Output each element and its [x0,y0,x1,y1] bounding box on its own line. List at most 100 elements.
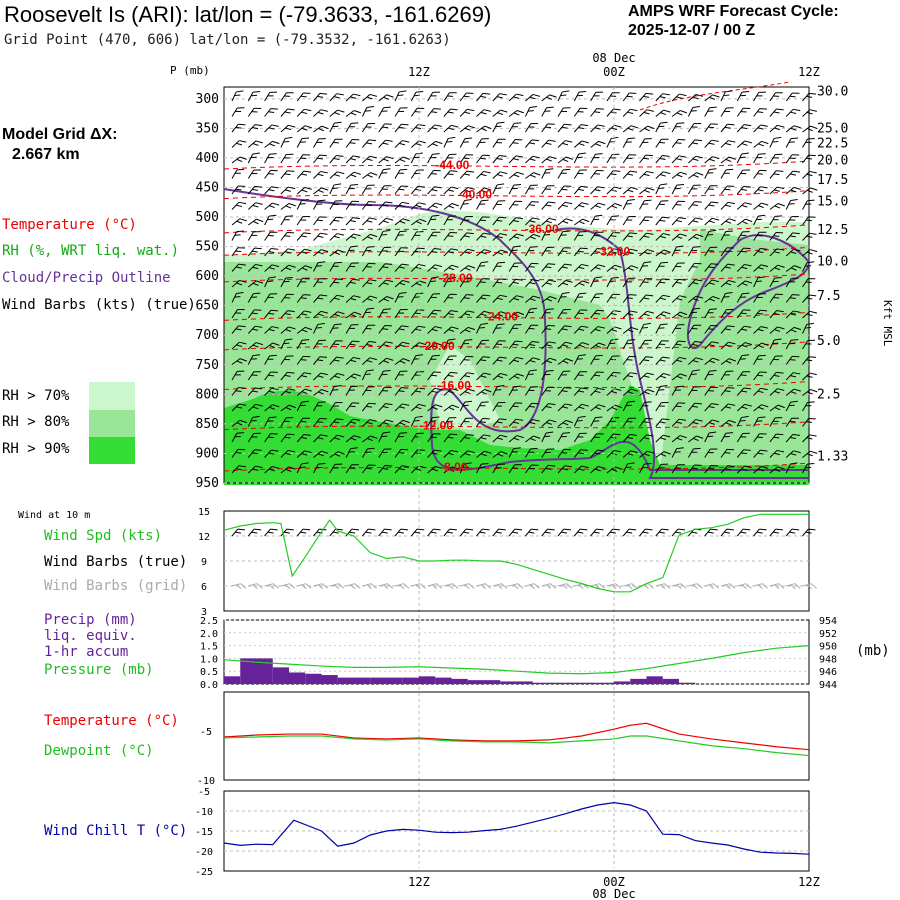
barb-flag [235,452,242,454]
barb-shaft [687,308,694,319]
wind-barb [769,203,785,210]
wind-barb [541,357,557,365]
barb-flag [580,309,588,311]
wind-barb [329,463,343,474]
barb-flag [464,267,471,271]
barb-shaft [378,370,384,381]
barb-flag [790,267,797,271]
wind-barb [541,448,555,458]
barb-flag [643,95,650,98]
barb-shaft [329,122,335,133]
barb-shaft [802,216,809,226]
barb-flag [514,200,523,202]
barb-flag [790,375,797,378]
barb-flag [565,419,573,424]
barb-flag [415,127,422,130]
wind-barb [476,322,488,334]
barb-flag [353,93,361,97]
barb-shaft [720,247,728,257]
wind-barb [476,187,492,195]
barb-flag [757,374,764,377]
barb-shaft [720,309,727,319]
wind-barb [508,324,522,334]
barb-flag [609,219,616,221]
barb-shaft [476,418,483,427]
barb-flag [479,343,486,345]
barb-flag [464,137,473,140]
barb-flag [646,232,654,235]
wind-barb [508,435,524,443]
barb-flag [561,390,568,392]
wind-barb [247,342,264,350]
wind-barb [427,354,440,365]
barb-flag [805,531,812,534]
barb-shaft [720,433,727,443]
barb-flag [528,451,535,453]
barb-flag [659,405,665,407]
barb-flag [631,265,639,269]
barb-shaft [573,293,580,303]
barb-shaft [313,187,322,195]
wind-barb [296,170,312,179]
barb-flag [418,202,426,205]
barb-shaft [606,310,614,319]
barb-shaft [313,93,321,102]
barb-flag [789,359,796,361]
wind-barb [264,449,279,458]
barb-flag [318,138,326,140]
barb-shaft [688,233,697,241]
wind-barb [736,371,751,381]
wind-barb [753,449,768,458]
wind-barb [280,310,295,319]
barb-flag [725,158,732,163]
barb-shaft [639,402,645,412]
wind-barb [671,171,687,179]
barb-flag [446,420,453,422]
barb-shaft [525,464,532,474]
barb-flag [810,187,818,191]
barb-flag [270,169,278,172]
barb-flag [547,325,555,327]
barb-shaft [573,403,583,412]
barb-flag [348,187,355,190]
wind-barb [557,247,571,257]
wind-10m-label: Wind at 10 m [18,510,91,521]
wind-barb [688,340,703,350]
barb-flag [778,583,785,589]
barb-flag [626,281,633,283]
barb-flag [431,328,438,332]
barb-flag [268,173,274,175]
barb-flag [252,468,259,471]
barb-shaft [769,186,778,195]
wind-barb [590,247,605,257]
barb-flag [562,230,570,233]
barb-flag [676,359,683,363]
barb-flag [252,266,259,270]
barb-shaft [785,108,794,117]
barb-flag [467,388,475,392]
wind-tick-label: 9 [201,557,207,568]
wind-barb [720,279,736,288]
barb-shaft [785,154,793,164]
wind-barb-grid [329,583,345,590]
wind-barb [247,371,262,381]
wind-barb-true [476,528,490,537]
barb-flag [384,325,392,327]
wind-barb [378,217,394,226]
barb-flag [725,292,733,295]
barb-shaft [802,324,808,334]
wind-barb [231,156,247,164]
barb-flag [350,174,357,178]
barb-flag [252,127,259,130]
precip-bar [484,680,501,684]
barb-flag [562,220,569,224]
wind-barb [753,433,767,443]
wind-barb [769,153,783,164]
barb-flag [333,219,340,222]
barb-shaft [345,139,353,148]
wind-barb [508,155,524,164]
barb-shaft [410,140,420,148]
wind-barb [785,400,798,412]
barb-shaft [280,108,288,117]
barb-flag [251,296,258,298]
